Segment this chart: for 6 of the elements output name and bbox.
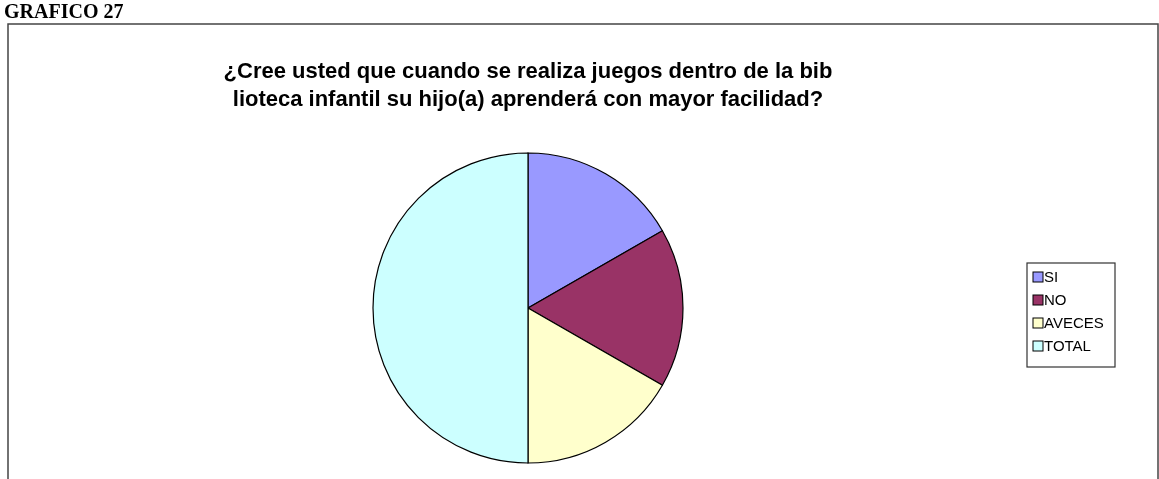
legend-label: NO — [1044, 291, 1067, 308]
legend-label: AVECES — [1044, 314, 1104, 331]
chart-title: ¿Cree usted que cuando se realiza juegos dentro de la bib lioteca infantil su hijo(a) aprenderá con mayor facilidad? — [223, 58, 833, 111]
legend-label: TOTAL — [1044, 337, 1091, 354]
legend-label: SI — [1044, 268, 1059, 285]
text: GRAFICO 27 — [4, 0, 124, 22]
